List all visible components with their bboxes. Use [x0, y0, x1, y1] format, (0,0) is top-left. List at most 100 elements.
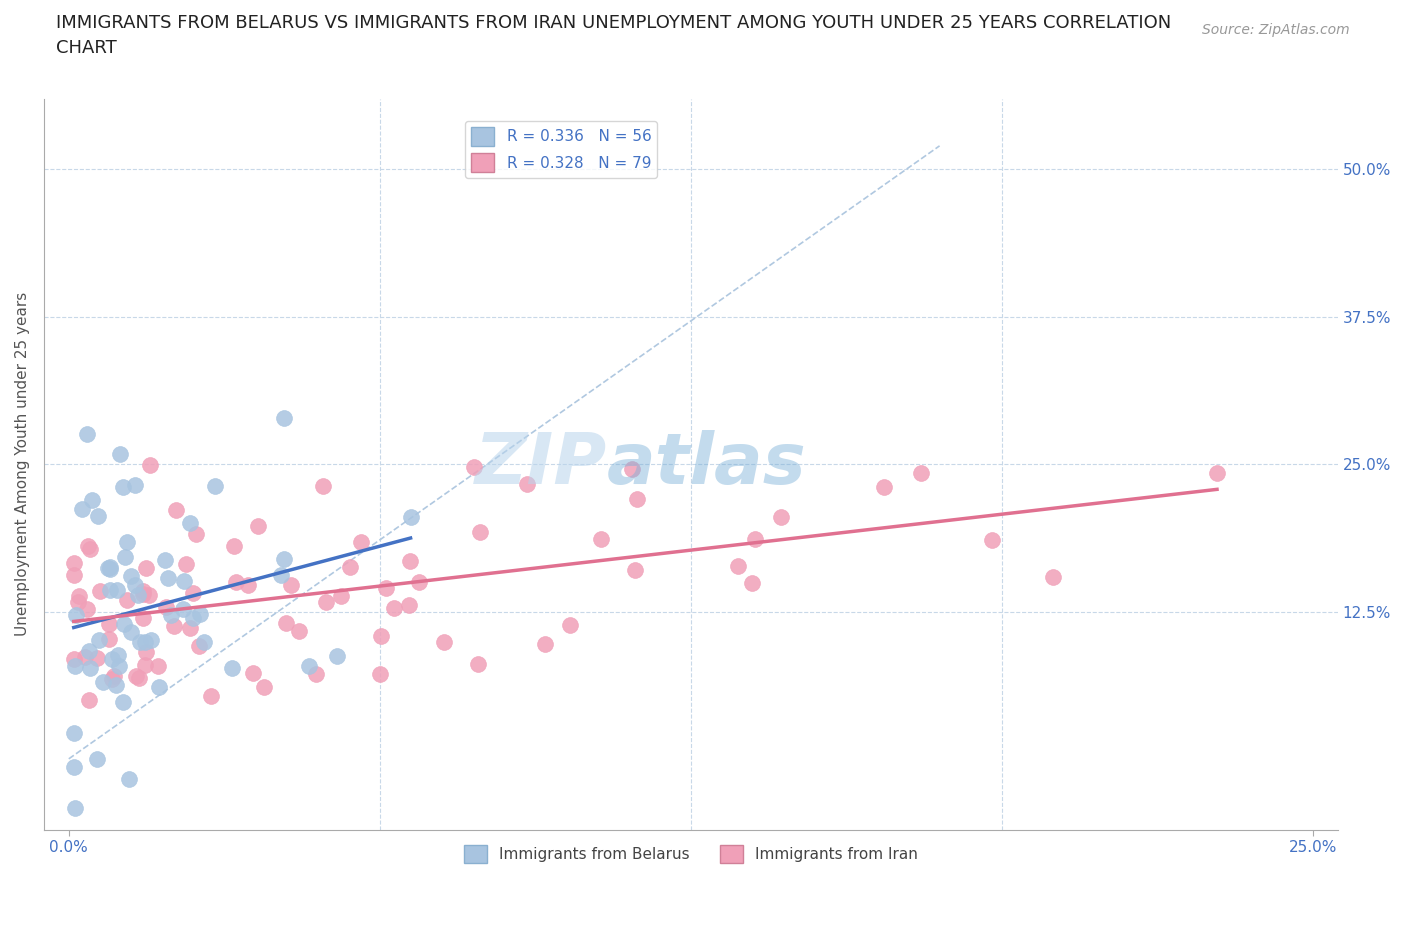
Point	[86, 651, 108, 666]
Point	[297, 659, 319, 674]
Point	[82, 493, 104, 508]
Point	[246, 519, 269, 534]
Point	[591, 531, 613, 546]
Point	[156, 571, 179, 586]
Point	[100, 671, 122, 686]
Point	[1206, 465, 1229, 480]
Point	[433, 634, 456, 649]
Point	[75, 650, 97, 665]
Point	[741, 576, 763, 591]
Point	[124, 578, 146, 593]
Point	[193, 634, 215, 649]
Point	[76, 427, 98, 442]
Point	[408, 575, 430, 590]
Point	[273, 410, 295, 425]
Point	[98, 583, 121, 598]
Point	[124, 478, 146, 493]
Point	[172, 602, 194, 617]
Point	[89, 632, 111, 647]
Point	[370, 629, 392, 644]
Point	[770, 510, 793, 525]
Point	[188, 638, 211, 653]
Text: CHART: CHART	[56, 39, 117, 57]
Point	[270, 567, 292, 582]
Point	[62, 651, 84, 666]
Point	[873, 479, 896, 494]
Point	[727, 559, 749, 574]
Point	[174, 557, 197, 572]
Point	[399, 510, 422, 525]
Point	[65, 658, 87, 673]
Point	[110, 446, 132, 461]
Point	[181, 586, 204, 601]
Point	[621, 461, 644, 476]
Point	[200, 689, 222, 704]
Point	[326, 648, 349, 663]
Point	[146, 658, 169, 673]
Point	[62, 567, 84, 582]
Point	[139, 632, 162, 647]
Point	[76, 602, 98, 617]
Point	[86, 751, 108, 766]
Point	[305, 667, 328, 682]
Point	[114, 550, 136, 565]
Point	[276, 616, 298, 631]
Point	[70, 501, 93, 516]
Point	[79, 644, 101, 658]
Point	[1042, 570, 1064, 585]
Point	[173, 574, 195, 589]
Point	[181, 611, 204, 626]
Point	[125, 669, 148, 684]
Point	[398, 597, 420, 612]
Point	[148, 680, 170, 695]
Point	[188, 607, 211, 622]
Point	[626, 492, 648, 507]
Point	[382, 600, 405, 615]
Point	[79, 693, 101, 708]
Point	[329, 589, 352, 604]
Text: atlas: atlas	[606, 430, 807, 498]
Point	[153, 552, 176, 567]
Point	[252, 679, 274, 694]
Legend: Immigrants from Belarus, Immigrants from Iran: Immigrants from Belarus, Immigrants from…	[457, 839, 924, 870]
Point	[128, 671, 150, 685]
Point	[163, 618, 186, 633]
Point	[165, 502, 187, 517]
Point	[135, 644, 157, 659]
Point	[138, 587, 160, 602]
Point	[370, 666, 392, 681]
Point	[107, 647, 129, 662]
Point	[155, 599, 177, 614]
Point	[516, 476, 538, 491]
Point	[311, 479, 333, 494]
Point	[120, 568, 142, 583]
Point	[115, 535, 138, 550]
Point	[107, 658, 129, 673]
Point	[86, 509, 108, 524]
Point	[470, 525, 492, 539]
Point	[139, 458, 162, 472]
Point	[339, 560, 361, 575]
Point	[624, 563, 647, 578]
Point	[463, 460, 485, 475]
Point	[98, 560, 121, 575]
Point	[62, 725, 84, 740]
Point	[315, 595, 337, 610]
Point	[204, 479, 226, 494]
Point	[97, 616, 120, 631]
Text: IMMIGRANTS FROM BELARUS VS IMMIGRANTS FROM IRAN UNEMPLOYMENT AMONG YOUTH UNDER 2: IMMIGRANTS FROM BELARUS VS IMMIGRANTS FR…	[56, 14, 1171, 32]
Y-axis label: Unemployment Among Youth under 25 years: Unemployment Among Youth under 25 years	[15, 292, 30, 636]
Point	[98, 631, 121, 646]
Point	[112, 617, 135, 631]
Point	[62, 555, 84, 570]
Point	[62, 760, 84, 775]
Point	[100, 562, 122, 577]
Text: ZIP: ZIP	[474, 430, 606, 498]
Point	[65, 607, 87, 622]
Point	[97, 561, 120, 576]
Point	[103, 669, 125, 684]
Point	[67, 589, 90, 604]
Point	[280, 578, 302, 592]
Point	[558, 618, 581, 632]
Point	[236, 578, 259, 592]
